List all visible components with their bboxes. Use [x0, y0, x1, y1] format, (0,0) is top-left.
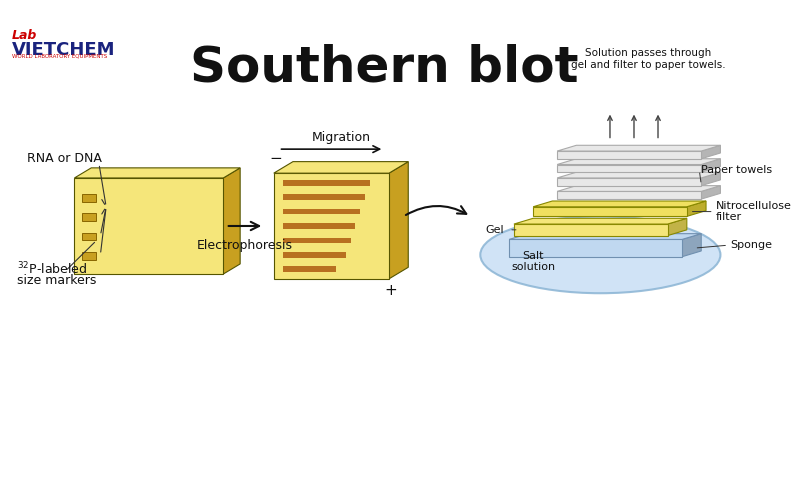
Polygon shape [557, 178, 702, 186]
Polygon shape [74, 168, 240, 178]
Polygon shape [533, 207, 687, 216]
Polygon shape [557, 186, 721, 192]
Polygon shape [687, 201, 706, 216]
Text: Lab: Lab [11, 29, 37, 42]
Polygon shape [557, 192, 702, 199]
Bar [283, 180, 370, 186]
Polygon shape [557, 151, 702, 158]
Bar [82, 252, 95, 260]
Text: Paper towels: Paper towels [702, 166, 772, 175]
Polygon shape [274, 173, 389, 279]
Text: Sponge: Sponge [730, 240, 772, 250]
Bar [283, 194, 365, 200]
Bar [82, 232, 95, 240]
Polygon shape [557, 158, 721, 164]
Polygon shape [668, 218, 687, 236]
Polygon shape [557, 164, 702, 172]
Polygon shape [702, 186, 721, 199]
Text: Electrophoresis: Electrophoresis [197, 238, 293, 252]
Text: VIETCHEM: VIETCHEM [11, 40, 115, 58]
Text: size markers: size markers [18, 274, 97, 287]
Polygon shape [514, 218, 687, 224]
Polygon shape [557, 146, 721, 151]
Bar [283, 208, 360, 214]
Text: Nitrocellulose
filter: Nitrocellulose filter [716, 201, 791, 222]
Polygon shape [389, 162, 408, 279]
Bar [283, 266, 336, 272]
Polygon shape [702, 172, 721, 186]
Text: −: − [270, 151, 282, 166]
Polygon shape [702, 146, 721, 158]
Polygon shape [223, 168, 240, 274]
Polygon shape [533, 201, 706, 207]
Polygon shape [509, 240, 682, 256]
Ellipse shape [480, 216, 721, 293]
Text: +: + [385, 283, 398, 298]
Polygon shape [74, 178, 223, 274]
Text: Solution passes through
gel and filter to paper towels.: Solution passes through gel and filter t… [571, 48, 726, 70]
Polygon shape [702, 158, 721, 172]
Text: WORLD LABORATORY EQUIPMENTS: WORLD LABORATORY EQUIPMENTS [11, 53, 106, 58]
Text: Migration: Migration [311, 132, 370, 144]
Text: RNA or DNA: RNA or DNA [27, 152, 102, 165]
Polygon shape [514, 224, 668, 235]
Polygon shape [682, 234, 702, 256]
Text: $^{32}$P-labeled: $^{32}$P-labeled [18, 261, 88, 278]
Bar [82, 214, 95, 221]
Text: Gel: Gel [486, 225, 504, 235]
Text: Southern blot: Southern blot [190, 44, 578, 92]
Polygon shape [509, 234, 702, 239]
Polygon shape [557, 172, 721, 178]
Bar [283, 252, 346, 258]
Bar [283, 238, 350, 244]
Bar [82, 194, 95, 202]
Bar [283, 223, 355, 229]
Polygon shape [274, 162, 408, 173]
Text: Salt
solution: Salt solution [511, 250, 555, 272]
